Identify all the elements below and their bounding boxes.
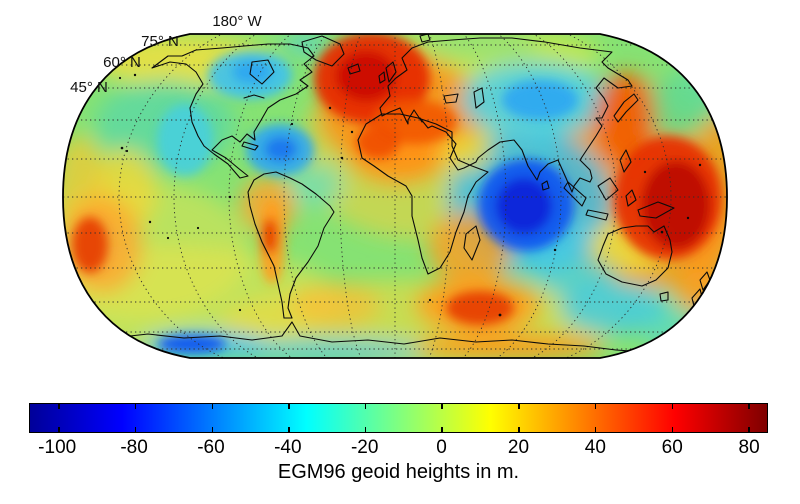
- meridian-label-180w: 180° W: [212, 13, 262, 30]
- colorbar-tick-label: 20: [507, 437, 530, 458]
- colorbar-tick-label: -60: [197, 437, 225, 458]
- colorbar-title: EGM96 geoid heights in m.: [277, 461, 520, 483]
- map-outline: [62, 33, 728, 359]
- world-map-svg: 180° W 75° N 60° N 45° N: [62, 13, 728, 359]
- parallel-label-45n: 45° N: [70, 79, 108, 96]
- colorbar: [29, 403, 768, 433]
- colorbar-tick-label: -20: [350, 437, 379, 458]
- colorbar-tick-label: 60: [661, 437, 683, 458]
- colorbar-tick-label: 0: [436, 437, 447, 458]
- colorbar-tick-label: 40: [584, 437, 606, 458]
- small-islands: [118, 73, 702, 317]
- coastlines: [111, 34, 711, 355]
- parallel-label-75n: 75° N: [141, 33, 179, 50]
- colorbar-tick-label: 80: [738, 437, 760, 458]
- colorbar-tick-label: -100: [38, 437, 77, 458]
- parallel-label-60n: 60° N: [103, 54, 141, 71]
- geoid-color-field: [63, 34, 727, 358]
- colorbar-tick-label: -80: [120, 437, 148, 458]
- colorbar-tick-labels: -100 -80 -60 -40 -20 0 20 40 60 80: [0, 437, 800, 459]
- colorbar-tick-label: -40: [274, 437, 302, 458]
